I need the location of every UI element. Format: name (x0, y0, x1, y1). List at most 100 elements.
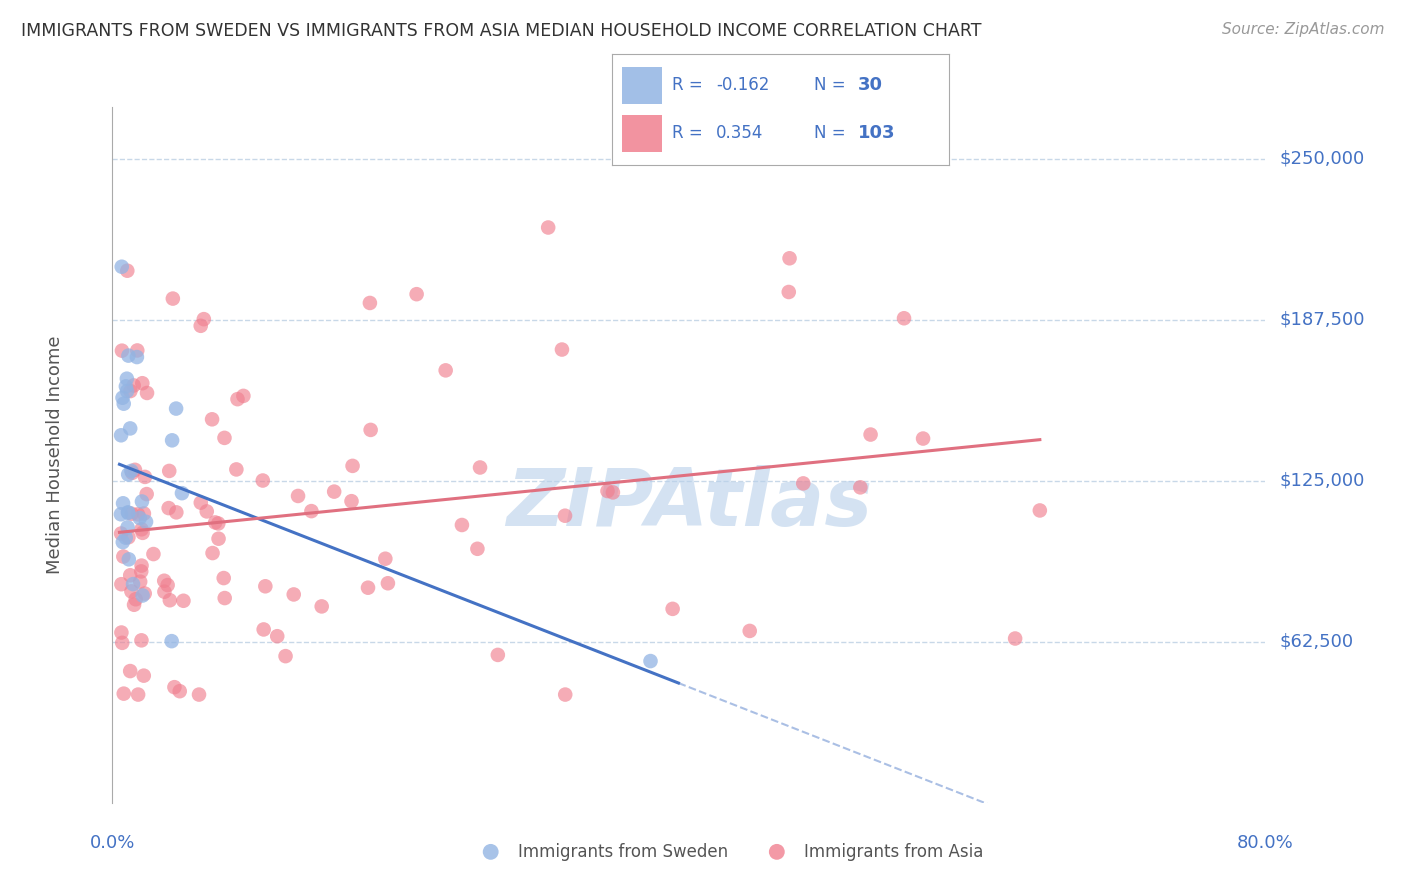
Point (162, 292, 184, 306)
Point (111, 391, 134, 405)
Point (160, 434, 183, 448)
Point (111, 260, 134, 274)
Point (135, 515, 157, 529)
Point (120, 384, 142, 398)
Point (117, 506, 139, 520)
Text: ZIPAtlas: ZIPAtlas (506, 465, 872, 542)
Point (153, 584, 176, 599)
Point (467, 541, 489, 556)
Point (274, 649, 297, 664)
Point (226, 392, 249, 406)
Bar (621, 67, 662, 103)
Point (120, 584, 142, 599)
Point (342, 458, 364, 473)
Text: N =: N = (814, 124, 845, 143)
Point (554, 508, 576, 523)
Point (188, 688, 211, 702)
Point (323, 484, 346, 499)
Point (537, 220, 560, 235)
Text: 103: 103 (858, 124, 896, 143)
Point (112, 687, 135, 701)
Point (792, 476, 814, 491)
Point (115, 379, 138, 393)
Point (551, 343, 574, 357)
Point (340, 494, 363, 508)
Text: IMMIGRANTS FROM SWEDEN VS IMMIGRANTS FROM ASIA MEDIAN HOUSEHOLD INCOME CORRELATI: IMMIGRANTS FROM SWEDEN VS IMMIGRANTS FRO… (21, 22, 981, 40)
Text: $187,500: $187,500 (1279, 310, 1365, 328)
Point (131, 558, 153, 573)
Point (252, 474, 274, 488)
Text: Immigrants from Sweden: Immigrants from Sweden (517, 843, 728, 861)
Point (120, 464, 142, 478)
Point (434, 363, 457, 377)
Point (201, 546, 224, 560)
Point (110, 526, 132, 541)
Text: $62,500: $62,500 (1279, 632, 1354, 651)
Point (110, 577, 132, 591)
Point (1004, 632, 1026, 646)
Point (121, 507, 143, 521)
Point (122, 577, 145, 591)
Point (110, 625, 132, 640)
Point (131, 589, 153, 603)
Point (110, 508, 132, 522)
Point (172, 594, 194, 608)
Point (253, 623, 276, 637)
Point (128, 511, 150, 525)
Point (117, 467, 139, 482)
Point (142, 547, 165, 561)
Point (468, 460, 491, 475)
Point (207, 532, 229, 546)
Text: R =: R = (672, 76, 703, 95)
Point (131, 525, 153, 540)
Text: $125,000: $125,000 (1279, 472, 1365, 490)
Point (121, 466, 143, 480)
Point (157, 464, 180, 478)
Point (602, 485, 624, 500)
Point (359, 296, 381, 310)
Point (204, 516, 226, 530)
Point (849, 480, 872, 494)
Point (115, 384, 138, 398)
Point (486, 648, 509, 662)
Point (207, 516, 229, 531)
Point (360, 423, 382, 437)
Point (893, 311, 915, 326)
Point (451, 518, 474, 533)
Point (301, 504, 323, 518)
Point (766, 845, 789, 859)
Point (311, 599, 333, 614)
Point (120, 664, 142, 678)
Point (114, 531, 136, 545)
Point (118, 552, 141, 566)
Point (117, 349, 139, 363)
Point (214, 591, 236, 605)
Text: 30: 30 (858, 76, 883, 95)
Point (201, 412, 224, 426)
Point (117, 530, 139, 544)
Point (596, 483, 619, 498)
Point (132, 668, 155, 682)
Point (254, 579, 277, 593)
Point (287, 489, 309, 503)
Point (165, 505, 187, 519)
Point (122, 598, 145, 612)
Text: 80.0%: 80.0% (1237, 834, 1294, 852)
Text: Source: ZipAtlas.com: Source: ZipAtlas.com (1222, 22, 1385, 37)
Point (136, 386, 159, 401)
Point (160, 634, 183, 648)
Point (738, 624, 761, 638)
Point (190, 496, 212, 510)
Point (112, 496, 135, 510)
Text: Median Household Income: Median Household Income (46, 335, 63, 574)
Point (153, 574, 176, 588)
Point (132, 507, 155, 521)
Point (129, 565, 152, 579)
Point (129, 574, 152, 589)
Point (912, 432, 935, 446)
Point (125, 592, 148, 607)
Point (357, 581, 380, 595)
Point (266, 629, 288, 643)
Point (374, 551, 396, 566)
Point (125, 350, 148, 364)
